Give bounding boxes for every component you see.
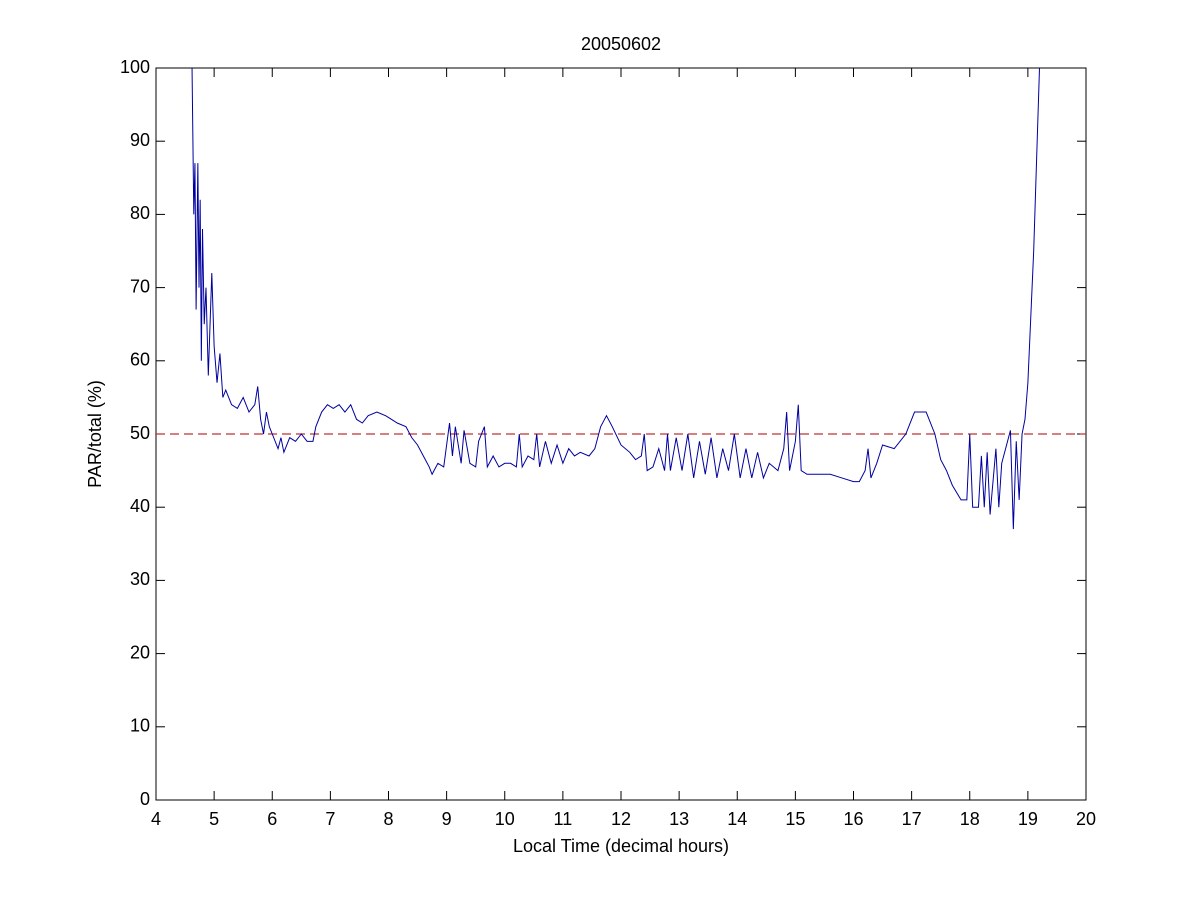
y-tick-label: 20 [130, 642, 150, 662]
x-tick-label: 14 [727, 809, 747, 829]
y-tick-label: 0 [140, 789, 150, 809]
x-axis-label: Local Time (decimal hours) [513, 836, 729, 856]
x-tick-label: 18 [960, 809, 980, 829]
y-tick-label: 100 [120, 57, 150, 77]
x-tick-label: 6 [267, 809, 277, 829]
x-tick-label: 10 [495, 809, 515, 829]
y-tick-label: 50 [130, 423, 150, 443]
x-tick-label: 20 [1076, 809, 1096, 829]
x-tick-label: 12 [611, 809, 631, 829]
x-tick-label: 19 [1018, 809, 1038, 829]
x-tick-label: 15 [785, 809, 805, 829]
y-tick-label: 90 [130, 130, 150, 150]
x-tick-label: 11 [554, 809, 573, 829]
y-tick-label: 80 [130, 203, 150, 223]
y-tick-label: 40 [130, 496, 150, 516]
x-tick-label: 9 [442, 809, 452, 829]
y-axis-label: PAR/total (%) [85, 380, 105, 488]
x-tick-label: 4 [151, 809, 161, 829]
y-tick-label: 10 [130, 716, 150, 736]
x-tick-label: 17 [902, 809, 922, 829]
chart-title: 20050602 [581, 34, 661, 54]
y-tick-label: 70 [130, 276, 150, 296]
y-tick-label: 30 [130, 569, 150, 589]
data-line [191, 68, 1040, 530]
x-tick-label: 5 [209, 809, 219, 829]
y-tick-label: 60 [130, 350, 150, 370]
x-tick-label: 7 [325, 809, 335, 829]
x-tick-label: 8 [383, 809, 393, 829]
x-tick-label: 16 [843, 809, 863, 829]
x-tick-label: 13 [669, 809, 689, 829]
